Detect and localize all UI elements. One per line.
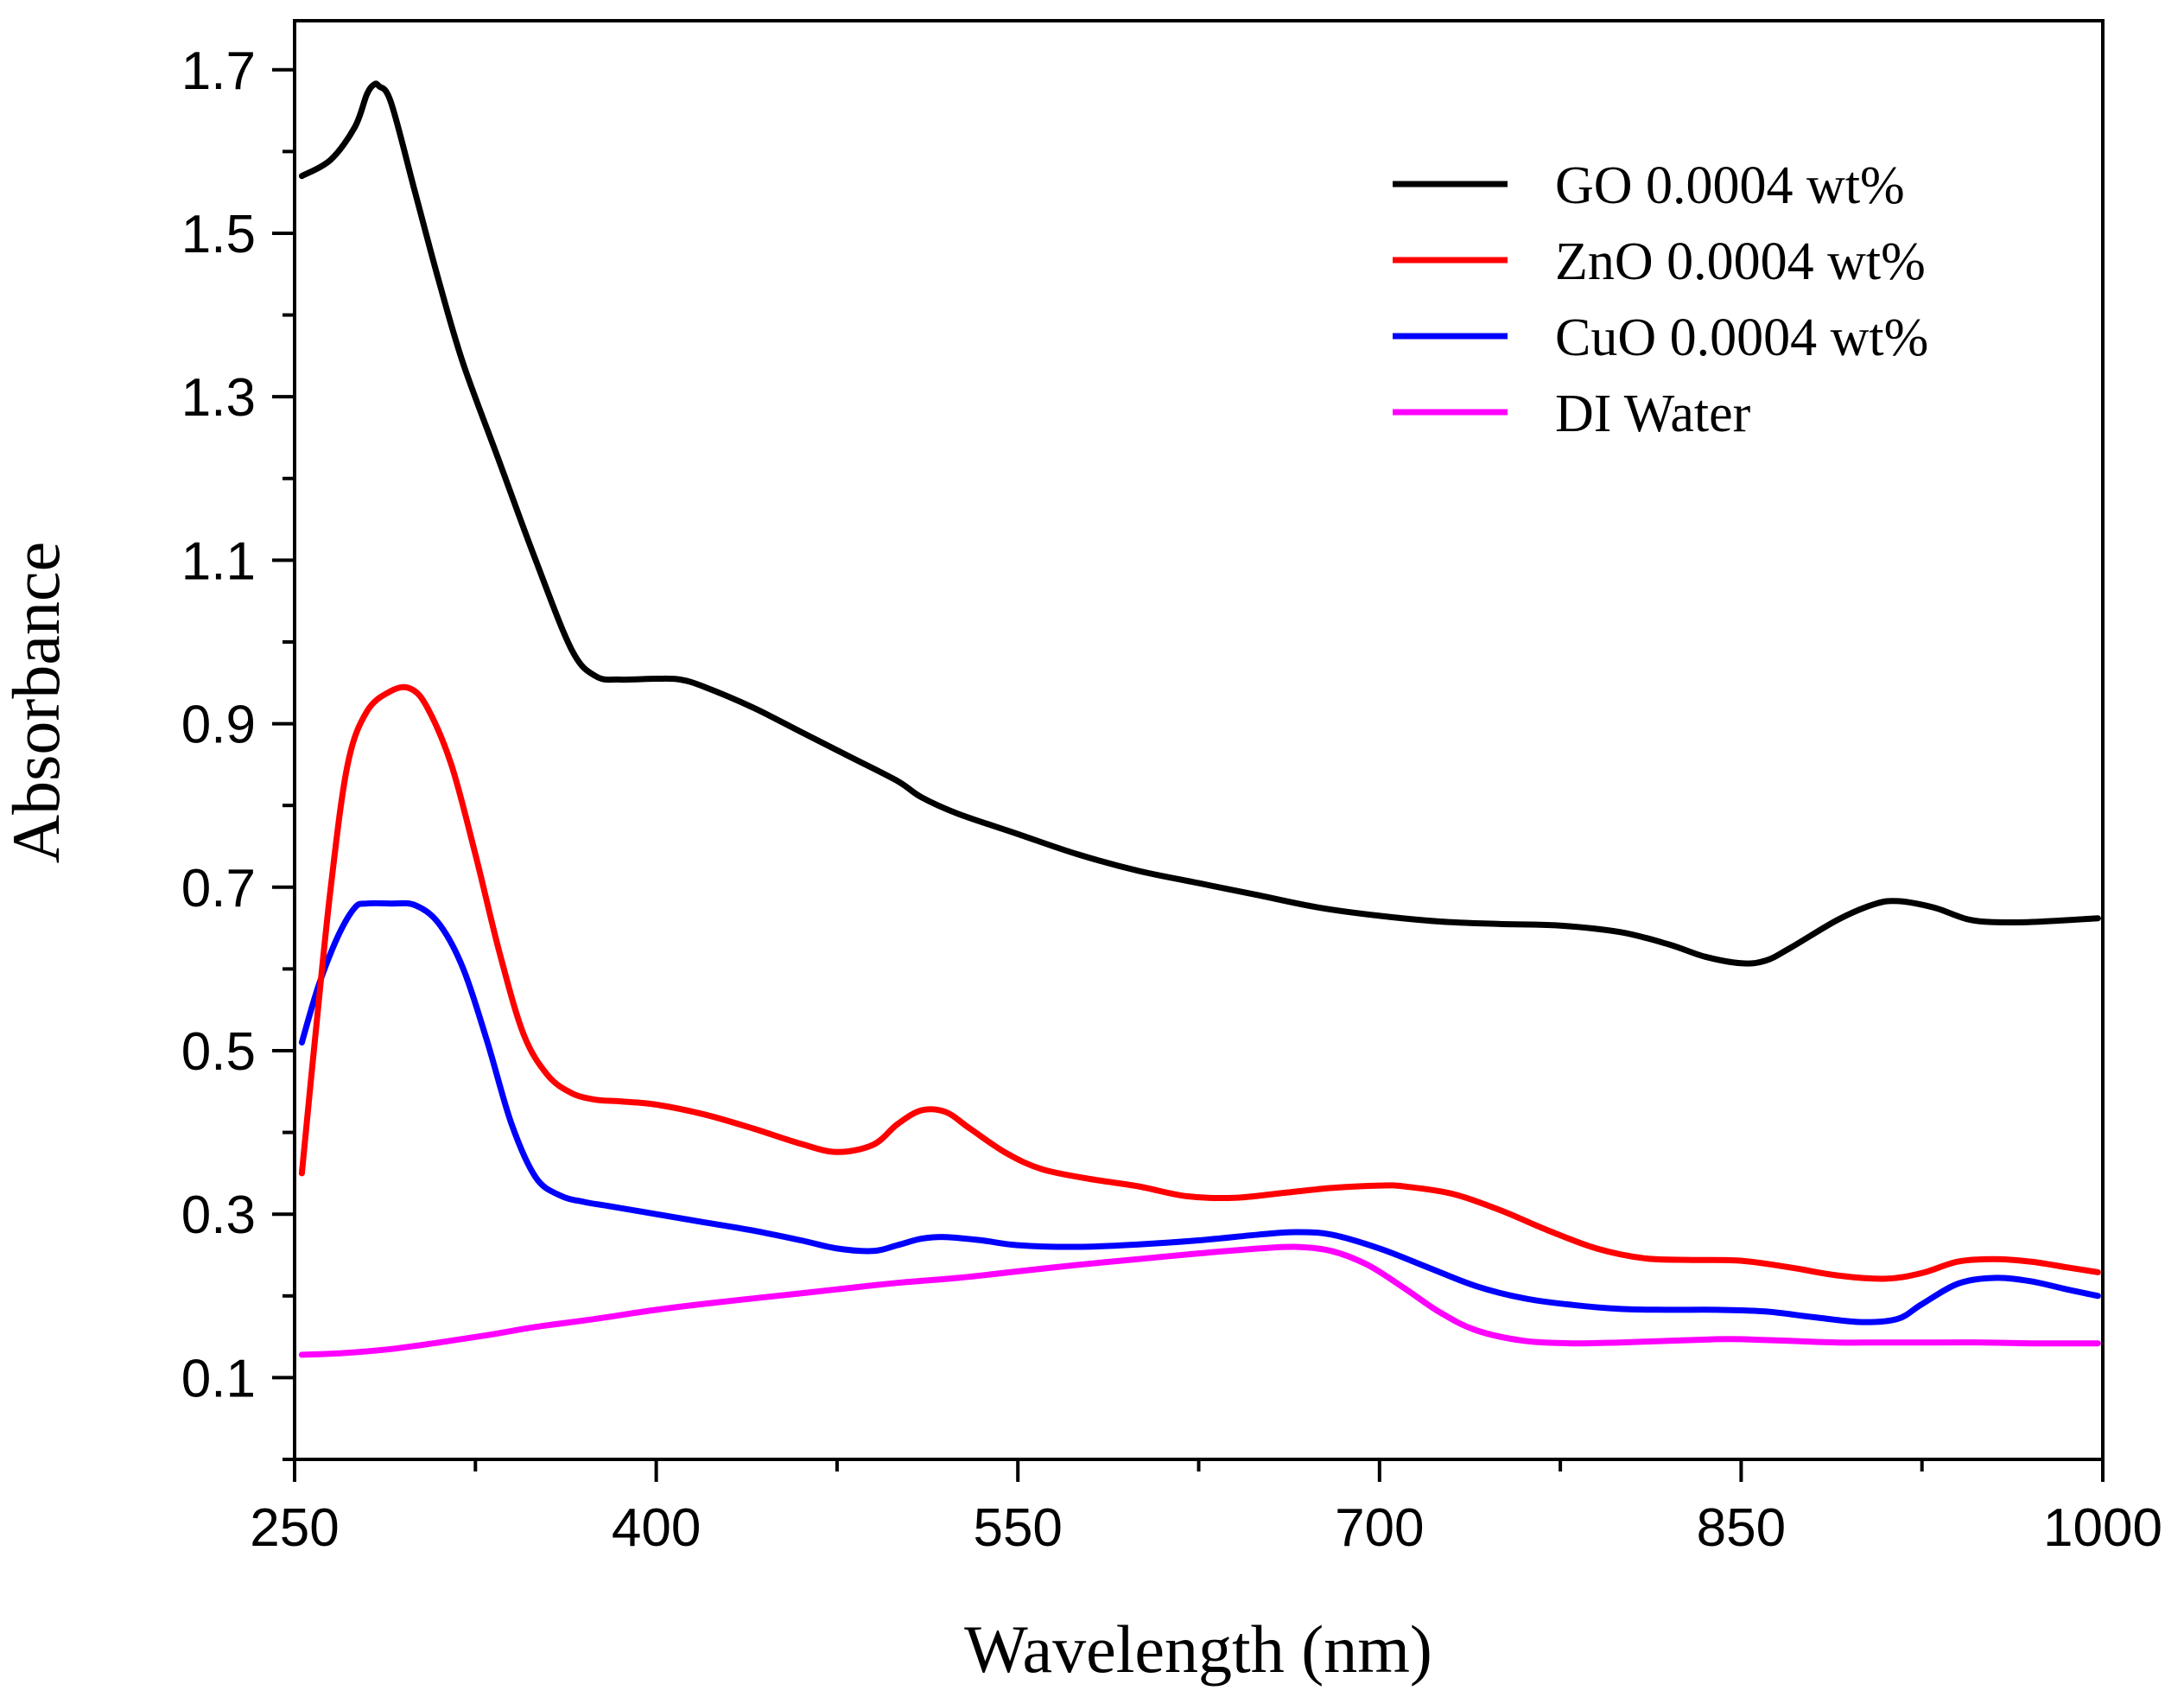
y-tick-label: 0.3	[181, 1185, 256, 1245]
plot-lines	[298, 80, 2101, 1358]
y-axis: 0.1 0.3 0.5 0.7 0.9 1.1 1.3 1.5 1.7	[181, 41, 295, 1461]
x-axis: 250 400 550 700 850 1000	[250, 1459, 2162, 1558]
y-tick-label: 0.7	[181, 859, 256, 918]
y-tick-label: 1.3	[181, 368, 256, 428]
series-line-zno	[298, 683, 2101, 1282]
y-tick-label: 0.5	[181, 1022, 256, 1082]
legend: GO 0.0004 wt% ZnO 0.0004 wt% CuO 0.0004 wt…	[1393, 156, 1928, 443]
y-tick-label: 1.1	[181, 531, 256, 591]
series-line-di	[298, 1243, 2101, 1358]
series-line-cuo	[298, 899, 2101, 1325]
y-tick-label: 0.9	[181, 696, 256, 755]
series-line-go	[298, 80, 2101, 967]
x-axis-title: Wavelength (nm)	[964, 1611, 1432, 1687]
y-tick-label: 1.5	[181, 205, 256, 264]
x-tick-label: 250	[250, 1498, 339, 1558]
legend-label-go: GO 0.0004 wt%	[1555, 156, 1905, 215]
y-tick-label: 0.1	[181, 1349, 256, 1408]
x-tick-label: 1000	[2043, 1498, 2162, 1558]
y-axis-title: Absorbance	[0, 542, 73, 864]
x-tick-label: 400	[612, 1498, 701, 1558]
legend-label-cuo: CuO 0.0004 wt%	[1555, 308, 1928, 367]
x-tick-label: 850	[1697, 1498, 1786, 1558]
x-tick-label: 550	[973, 1498, 1062, 1558]
legend-label-zno: ZnO 0.0004 wt%	[1555, 232, 1926, 291]
x-tick-label: 700	[1335, 1498, 1424, 1558]
y-tick-label: 1.7	[181, 41, 256, 101]
legend-label-di: DI Water	[1555, 385, 1751, 443]
